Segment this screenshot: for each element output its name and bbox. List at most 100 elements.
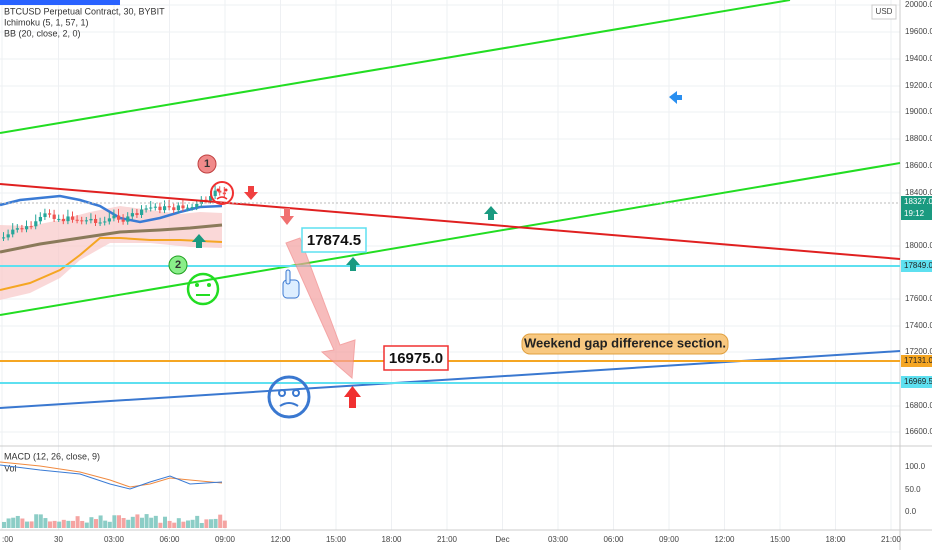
candle-body xyxy=(57,218,61,220)
volume-bar xyxy=(6,518,11,528)
volume-bar xyxy=(15,515,20,528)
volume-bar xyxy=(222,520,227,528)
candle-body xyxy=(61,218,65,222)
time-tick-label: 30 xyxy=(54,535,63,544)
volume-bar xyxy=(57,521,62,528)
up-arrow xyxy=(344,386,361,408)
volume-bar xyxy=(98,515,103,528)
candle-body xyxy=(181,205,185,209)
price-tick-label: 19600.0 xyxy=(905,27,932,36)
macd-tick-label: 100.0 xyxy=(905,462,926,471)
volume-bar xyxy=(80,520,85,528)
volume-bar xyxy=(117,515,121,528)
volume-bar xyxy=(199,522,204,528)
candle-body xyxy=(213,190,217,197)
note-text: Weekend gap difference section. xyxy=(524,335,726,350)
candle-body xyxy=(190,207,194,209)
candle-body xyxy=(98,222,102,224)
candle-body xyxy=(29,226,33,228)
marker-balloon: 2 xyxy=(168,255,188,275)
sad-face xyxy=(267,375,311,419)
candle-body xyxy=(71,216,75,220)
currency-label: USD xyxy=(876,7,893,16)
volume-bar xyxy=(94,519,98,528)
candle-body xyxy=(84,220,88,222)
time-tick-label: 15:00 xyxy=(326,535,347,544)
candle-body xyxy=(199,199,203,204)
volume-bar xyxy=(11,517,16,528)
volume-bar xyxy=(163,516,167,528)
macd-tick-label: 50.0 xyxy=(905,485,921,494)
price-tick-label: 19000.0 xyxy=(905,107,932,116)
macd-tick-label: 0.0 xyxy=(905,507,917,516)
volume-bar xyxy=(43,518,48,528)
time-tick-label: 09:00 xyxy=(659,535,680,544)
volume-bar xyxy=(144,514,149,528)
volume-bar xyxy=(25,521,29,528)
candle-body xyxy=(144,208,148,210)
candle-body xyxy=(6,234,10,238)
volume-bar xyxy=(112,515,117,528)
symbol-title: BTCUSD Perpetual Contract, 30, BYBIT xyxy=(4,6,165,16)
up-arrow xyxy=(484,206,498,220)
trend-line xyxy=(0,162,901,316)
candle-body xyxy=(218,190,222,193)
neutral-face xyxy=(186,272,220,306)
volume-bar xyxy=(218,514,223,528)
candle-body xyxy=(130,213,134,217)
price-badge-label: 19:12 xyxy=(904,209,925,218)
macd-signal xyxy=(0,461,223,488)
candle-body xyxy=(176,205,180,211)
price-badge xyxy=(901,208,932,220)
time-tick-label: 12:00 xyxy=(714,535,735,544)
price-tick-label: 17200.0 xyxy=(905,347,932,356)
time-tick-label: 21:00 xyxy=(437,535,458,544)
volume-bar xyxy=(71,520,75,528)
ichimoku-line xyxy=(0,237,223,291)
price-tick-label: 18600.0 xyxy=(905,161,932,170)
up-arrow xyxy=(192,234,206,248)
volume-bars xyxy=(2,514,227,528)
candle-body xyxy=(20,228,24,230)
candle-body xyxy=(222,192,226,195)
candle-body xyxy=(15,228,19,230)
volume-bar xyxy=(158,522,163,528)
time-tick-label: :00 xyxy=(2,535,14,544)
price-tick-label: 18800.0 xyxy=(905,134,932,143)
volume-bar xyxy=(153,515,158,528)
time-tick-label: 15:00 xyxy=(770,535,791,544)
volume-bar xyxy=(2,521,6,528)
price-badge xyxy=(901,355,932,367)
volume-bar xyxy=(172,522,177,528)
time-tick-label: 03:00 xyxy=(104,535,125,544)
macd-line xyxy=(0,464,223,490)
price-badge xyxy=(901,196,932,208)
trend-line xyxy=(0,0,791,134)
price-badge-label: 16969.5 xyxy=(904,377,932,386)
time-tick-label: 18:00 xyxy=(381,535,402,544)
price-tick-label: 16600.0 xyxy=(905,427,932,436)
currency-button[interactable] xyxy=(871,4,897,20)
candle-body xyxy=(140,209,144,215)
candle-body xyxy=(158,206,162,211)
volume-bar xyxy=(29,521,34,528)
indicator-label: BB (20, close, 2, 0) xyxy=(4,28,81,38)
header-accent xyxy=(0,0,120,5)
candle-body xyxy=(80,220,84,222)
price-badge-label: 17849.0 xyxy=(904,261,932,270)
candle-body xyxy=(186,207,190,209)
volume-bar xyxy=(176,518,181,528)
marker-balloon: 1 xyxy=(197,154,217,174)
price-badge-label: 18327.0 xyxy=(904,197,932,206)
sad-face xyxy=(210,181,234,205)
candle-body xyxy=(172,207,176,211)
callout-text: 16975.0 xyxy=(389,350,443,367)
candle-body xyxy=(89,218,93,221)
time-tick-label: 06:00 xyxy=(603,535,624,544)
candle-body xyxy=(107,218,111,222)
volume-bar xyxy=(130,516,135,528)
volume-bar xyxy=(149,517,154,528)
callout-box xyxy=(383,345,449,371)
time-tick-label: 21:00 xyxy=(881,535,902,544)
